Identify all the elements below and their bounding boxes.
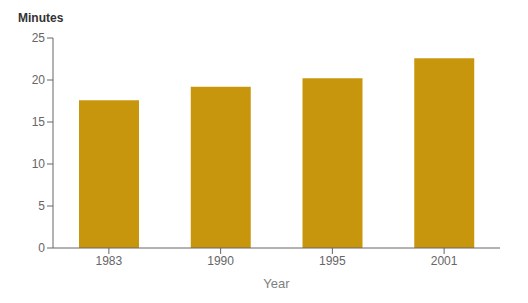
- svg-text:10: 10: [32, 157, 46, 171]
- svg-text:1990: 1990: [207, 254, 234, 268]
- svg-text:2001: 2001: [431, 254, 458, 268]
- svg-text:Year: Year: [263, 276, 290, 291]
- svg-text:5: 5: [38, 199, 45, 213]
- svg-text:20: 20: [32, 73, 46, 87]
- svg-text:15: 15: [32, 115, 46, 129]
- svg-text:1995: 1995: [319, 254, 346, 268]
- html-text:Minutes: Minutes: [18, 11, 64, 25]
- svg-text:0: 0: [38, 241, 45, 255]
- svg-text:1983: 1983: [96, 254, 123, 268]
- svg-text:25: 25: [32, 31, 46, 45]
